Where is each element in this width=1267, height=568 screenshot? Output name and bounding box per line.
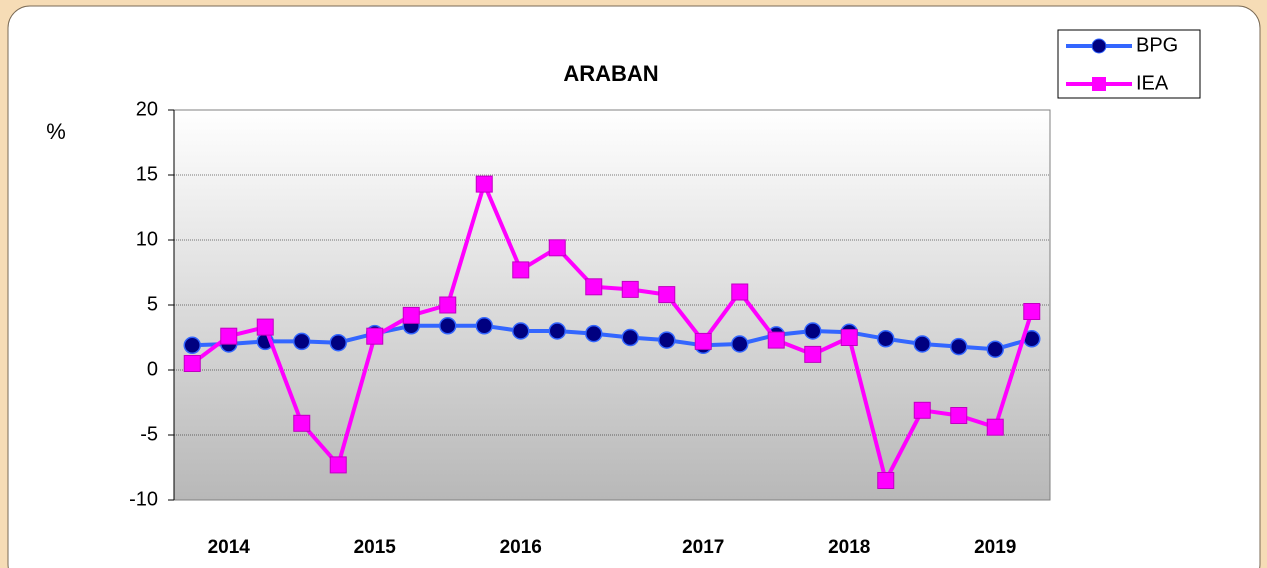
marker — [329, 333, 347, 352]
y-tick-label: 15 — [136, 163, 158, 185]
y-tick-label: 0 — [147, 358, 158, 380]
y-axis-label: % — [46, 119, 66, 144]
marker — [548, 322, 566, 340]
marker — [913, 401, 931, 419]
marker — [439, 296, 457, 314]
marker — [621, 328, 639, 347]
marker — [475, 317, 493, 335]
marker — [694, 332, 712, 350]
marker — [731, 335, 749, 353]
marker — [1023, 303, 1041, 320]
marker — [877, 330, 895, 348]
marker — [366, 327, 384, 345]
chart-title: ARABAN — [563, 61, 658, 86]
x-tick-label: 2014 — [208, 537, 251, 558]
marker — [512, 261, 530, 279]
marker — [183, 355, 201, 372]
marker — [877, 472, 895, 489]
marker — [512, 322, 530, 340]
x-tick-label: 2018 — [828, 537, 870, 558]
legend-marker — [1092, 77, 1106, 91]
x-tick-label: 2015 — [354, 537, 397, 558]
y-tick-label: -10 — [129, 488, 158, 510]
x-tick-label: 2019 — [974, 537, 1016, 558]
x-tick-label: 2017 — [682, 537, 724, 558]
marker — [658, 331, 676, 349]
legend — [1057, 29, 1201, 99]
marker — [439, 317, 457, 335]
y-tick-label: 10 — [136, 228, 158, 250]
legend-marker — [1091, 38, 1107, 54]
legend-label: IEA — [1136, 72, 1169, 94]
marker — [913, 335, 931, 353]
marker — [475, 175, 493, 193]
marker — [804, 345, 822, 363]
marker — [329, 456, 347, 474]
marker — [293, 414, 311, 432]
y-tick-label: 5 — [147, 293, 158, 315]
marker — [293, 332, 311, 351]
marker — [585, 278, 603, 296]
marker — [986, 340, 1004, 358]
legend-label: BPG — [1136, 34, 1178, 56]
marker — [840, 329, 858, 346]
marker — [731, 283, 749, 301]
x-tick-label: 2016 — [500, 537, 542, 558]
marker — [621, 280, 639, 298]
marker — [183, 336, 201, 355]
y-tick-label: 20 — [136, 98, 158, 120]
y-tick-label: -5 — [140, 423, 158, 445]
marker — [804, 322, 822, 340]
marker — [986, 418, 1004, 436]
marker — [548, 239, 566, 257]
marker — [585, 324, 603, 343]
marker — [402, 306, 420, 324]
marker — [767, 331, 785, 349]
marker — [658, 286, 676, 304]
marker — [256, 318, 274, 336]
marker — [220, 327, 238, 345]
marker — [950, 407, 968, 424]
marker — [950, 337, 968, 356]
